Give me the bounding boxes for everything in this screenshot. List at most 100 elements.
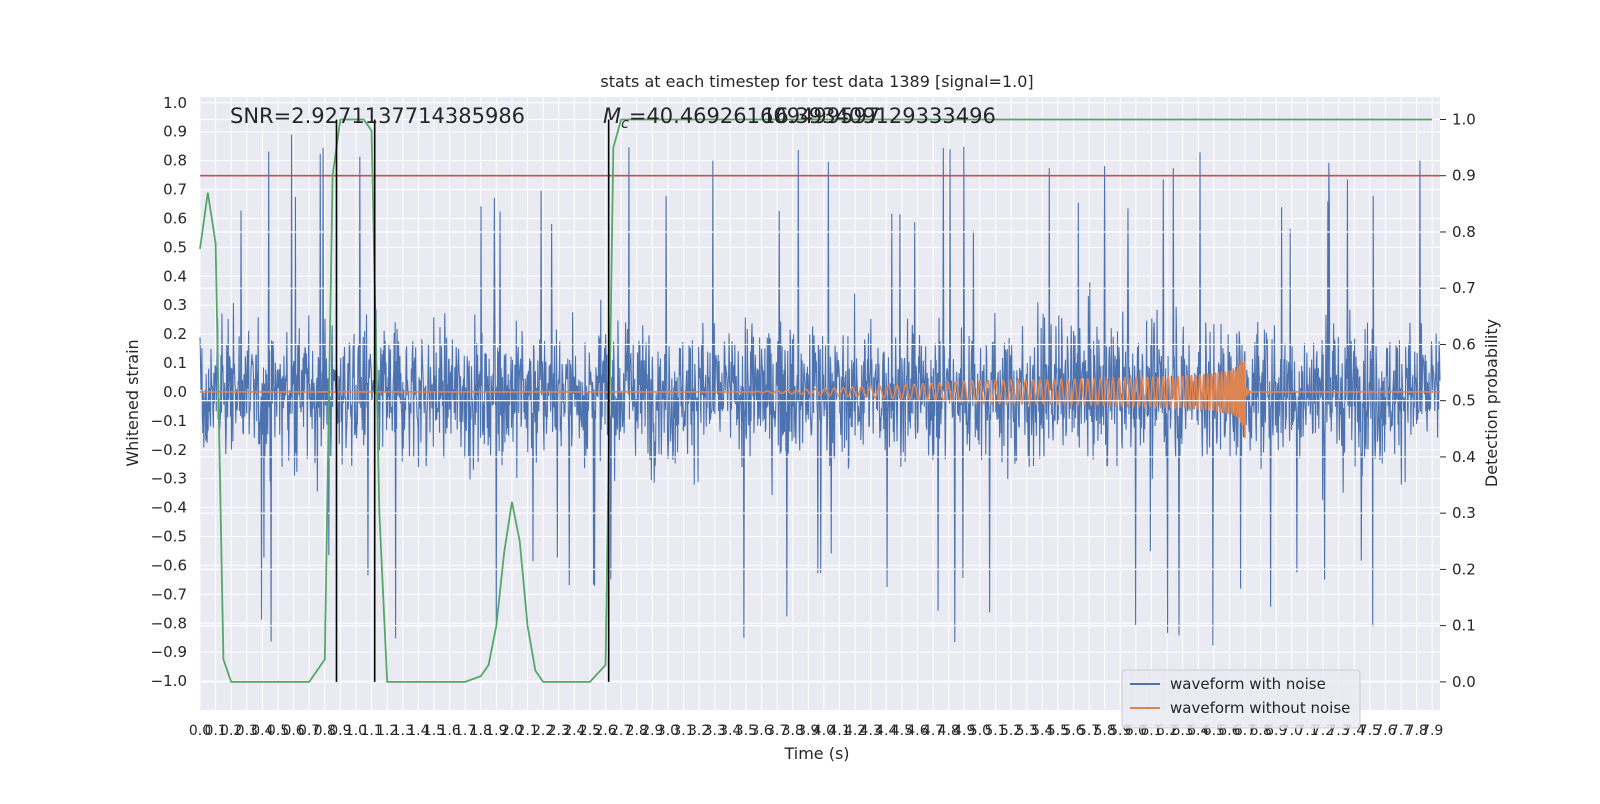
x-tick-label: 5.8 bbox=[1094, 723, 1116, 739]
legend-box bbox=[1121, 669, 1361, 729]
y-tick-label: 0.8 bbox=[163, 152, 187, 170]
x-tick-label: 0.6 bbox=[282, 723, 304, 739]
x-tick-label: 1.4 bbox=[407, 723, 429, 739]
x-tick-label: 2.4 bbox=[563, 723, 585, 739]
legend-label-clean: waveform without noise bbox=[1170, 699, 1350, 717]
x-tick-label: 5.3 bbox=[1016, 723, 1038, 739]
y-axis-title: Whitened strain bbox=[123, 339, 142, 466]
x-tick-label: 2.6 bbox=[594, 723, 616, 739]
x-tick-label: 4.1 bbox=[828, 723, 850, 739]
chirp-mass-value: =40.469261609499597 bbox=[629, 104, 880, 128]
x-tick-label: 0.5 bbox=[267, 723, 289, 739]
x-tick-label: 4.6 bbox=[906, 723, 928, 739]
x-tick-label: 3.4 bbox=[719, 723, 741, 739]
chirp-mass-symbol: M bbox=[603, 104, 621, 128]
x-tick-label: 3.9 bbox=[797, 723, 819, 739]
x-tick-label: 1.7 bbox=[454, 723, 476, 739]
y2-tick-label: 0.6 bbox=[1452, 335, 1476, 353]
x-tick-label: 0.0 bbox=[189, 723, 211, 739]
x-tick-label: 3.5 bbox=[735, 723, 757, 739]
y-tick-label: 0.9 bbox=[163, 123, 187, 141]
y-tick-label: −0.9 bbox=[151, 643, 187, 661]
x-tick-label: 4.4 bbox=[875, 723, 897, 739]
y-tick-label: 1.0 bbox=[163, 94, 187, 112]
x-tick-label: 0.2 bbox=[220, 723, 242, 739]
y-tick-label: 0.3 bbox=[163, 296, 187, 314]
x-tick-label: 1.6 bbox=[438, 723, 460, 739]
x-tick-label: 0.8 bbox=[314, 723, 336, 739]
y-tick-label: 0.2 bbox=[163, 325, 187, 343]
y-tick-label: 0.6 bbox=[163, 209, 187, 227]
x-tick-label: 1.1 bbox=[360, 723, 382, 739]
x-tick-label: 3.7 bbox=[766, 723, 788, 739]
y-tick-label: −0.8 bbox=[151, 614, 187, 632]
y-tick-label: −0.3 bbox=[151, 470, 187, 488]
x-tick-label: 1.5 bbox=[423, 723, 445, 739]
x-tick-label: 5.0 bbox=[969, 723, 991, 739]
x-tick-label: 2.5 bbox=[579, 723, 601, 739]
y2-tick-label: 0.8 bbox=[1452, 223, 1476, 241]
x-tick-label: 2.1 bbox=[516, 723, 538, 739]
y-tick-label: −0.5 bbox=[151, 528, 187, 546]
x-tick-label: 2.2 bbox=[532, 723, 554, 739]
x-tick-label: 0.3 bbox=[236, 723, 258, 739]
x-tick-label: 3.6 bbox=[750, 723, 772, 739]
x-tick-label: 2.0 bbox=[501, 723, 523, 739]
x-tick-label: 3.2 bbox=[688, 723, 710, 739]
x-tick-label: 4.3 bbox=[860, 723, 882, 739]
x-tick-label: 2.7 bbox=[610, 723, 632, 739]
y-tick-label: 0.4 bbox=[163, 267, 187, 285]
x-tick-label: 3.0 bbox=[657, 723, 679, 739]
x-tick-label: 3.1 bbox=[672, 723, 694, 739]
y2-tick-label: 0.9 bbox=[1452, 167, 1476, 185]
x-tick-label: 5.6 bbox=[1062, 723, 1084, 739]
x-tick-label: 4.8 bbox=[938, 723, 960, 739]
x-tick-label: 1.8 bbox=[470, 723, 492, 739]
x-tick-label: 2.8 bbox=[626, 723, 648, 739]
legend-label-noise: waveform with noise bbox=[1170, 675, 1326, 693]
y2-tick-label: 0.2 bbox=[1452, 560, 1476, 578]
x-tick-label: 0.7 bbox=[298, 723, 320, 739]
y-tick-label: −0.4 bbox=[151, 499, 187, 517]
y-tick-label: 0.0 bbox=[163, 383, 187, 401]
x-tick-label: 0.1 bbox=[204, 723, 226, 739]
waveform-without-noise-line bbox=[200, 359, 1440, 439]
y2-tick-label: 0.3 bbox=[1452, 504, 1476, 522]
x-tick-label: 4.9 bbox=[953, 723, 975, 739]
x-tick-label: 4.2 bbox=[844, 723, 866, 739]
y2-tick-label: 0.1 bbox=[1452, 617, 1476, 635]
ticks: 0.00.10.20.30.40.50.60.70.80.91.01.11.21… bbox=[151, 94, 1476, 739]
x-tick-label: 3.3 bbox=[704, 723, 726, 739]
x-tick-label: 1.2 bbox=[376, 723, 398, 739]
x-tick-label: 7.9 bbox=[1421, 723, 1443, 739]
y2-tick-label: 0.5 bbox=[1452, 392, 1476, 410]
x-tick-label: 2.3 bbox=[548, 723, 570, 739]
detection-probability-line bbox=[199, 118, 1433, 683]
x-tick-label: 2.9 bbox=[641, 723, 663, 739]
y-tick-label: 0.5 bbox=[163, 238, 187, 256]
x-tick-label: 4.5 bbox=[891, 723, 913, 739]
x-tick-label: 5.1 bbox=[984, 723, 1006, 739]
y2-tick-label: 0.4 bbox=[1452, 448, 1476, 466]
y2-tick-label: 0.0 bbox=[1452, 673, 1476, 691]
y-tick-label: −0.7 bbox=[151, 585, 187, 603]
probability-layer bbox=[199, 118, 1440, 683]
x-tick-label: 0.4 bbox=[251, 723, 273, 739]
x-tick-label: 3.8 bbox=[782, 723, 804, 739]
y2-tick-label: 1.0 bbox=[1452, 110, 1476, 128]
x-tick-label: 1.0 bbox=[345, 723, 367, 739]
x-tick-label: 5.5 bbox=[1047, 723, 1069, 739]
chirp-mass-annotation: Mc=40.469261609499597 bbox=[603, 104, 880, 132]
x-tick-label: 7.7 bbox=[1390, 723, 1412, 739]
x-tick-label: 5.4 bbox=[1031, 723, 1053, 739]
x-tick-label: 7.6 bbox=[1374, 723, 1396, 739]
series-layer bbox=[199, 134, 1441, 646]
chirp-mass-subscript: c bbox=[621, 116, 629, 132]
y2-tick-label: 0.7 bbox=[1452, 279, 1476, 297]
snr-annotation: SNR=2.9271137714385986 bbox=[230, 104, 525, 128]
y-tick-label: −0.1 bbox=[151, 412, 187, 430]
waveform-with-noise-line bbox=[199, 134, 1441, 646]
y-tick-label: 0.1 bbox=[163, 354, 187, 372]
